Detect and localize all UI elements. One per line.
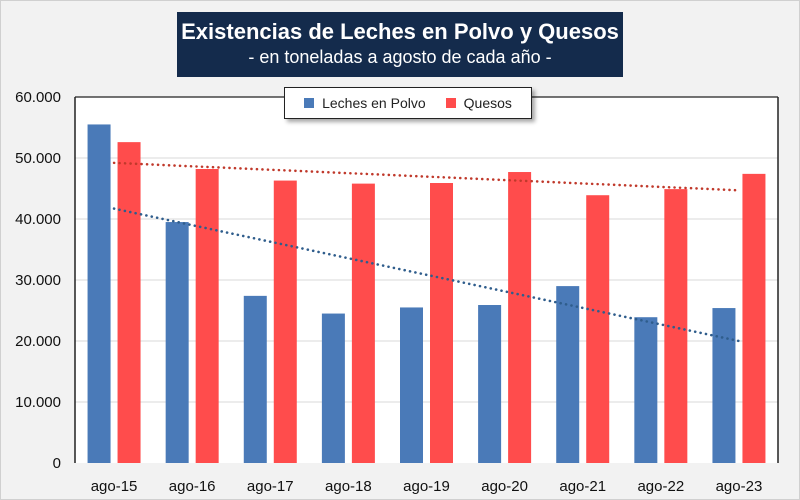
bar-quesos [430, 183, 453, 463]
bar-quesos [195, 168, 219, 464]
legend: Leches en Polvo Quesos [284, 87, 532, 119]
x-tick-label: ago-23 [716, 478, 763, 495]
bar-leches [634, 317, 658, 463]
x-tick-label: ago-22 [637, 478, 684, 495]
y-tick-label: 0 [53, 455, 61, 472]
bar-leches [87, 124, 111, 463]
x-tick-label: ago-21 [559, 478, 606, 495]
y-tick-label: 10.000 [15, 394, 61, 411]
y-tick-label: 30.000 [15, 272, 61, 289]
bar-leches [321, 313, 345, 463]
bar-quesos [586, 195, 610, 463]
bar-leches [556, 286, 580, 463]
trendline-quesos [112, 161, 741, 192]
bar-leches [165, 222, 189, 463]
chart-title-box: Existencias de Leches en Polvo y Quesos … [177, 12, 623, 77]
bar-quesos [664, 189, 688, 464]
legend-item-quesos: Quesos [445, 95, 512, 111]
legend-swatch-quesos [445, 98, 456, 108]
bar-quesos [273, 180, 297, 463]
chart-subtitle: - en toneladas a agosto de cada año - [248, 47, 552, 67]
bar-leches [400, 307, 423, 463]
legend-label-quesos: Quesos [463, 95, 512, 111]
bar-quesos [351, 183, 375, 463]
bar-quesos [742, 173, 766, 464]
x-tick-label: ago-15 [91, 478, 138, 495]
legend-swatch-leches [304, 98, 315, 108]
x-tick-label: ago-17 [247, 478, 294, 495]
x-tick-label: ago-20 [481, 478, 528, 495]
y-tick-label: 40.000 [15, 211, 61, 228]
y-tick-label: 20.000 [15, 333, 61, 350]
x-tick-label: ago-16 [169, 478, 216, 495]
bar-leches [478, 305, 502, 463]
y-tick-label: 50.000 [15, 150, 61, 167]
trendline-leches [112, 207, 741, 343]
bar-leches [712, 308, 736, 463]
bar-quesos [508, 172, 532, 463]
legend-label-leches: Leches en Polvo [322, 95, 426, 111]
bar-leches [243, 295, 267, 463]
bar-quesos [117, 142, 141, 463]
y-tick-label: 60.000 [15, 89, 61, 106]
x-tick-label: ago-19 [403, 478, 450, 495]
chart-title: Existencias de Leches en Polvo y Quesos [181, 19, 619, 44]
x-tick-label: ago-18 [325, 478, 372, 495]
legend-item-leches: Leches en Polvo [304, 95, 426, 111]
